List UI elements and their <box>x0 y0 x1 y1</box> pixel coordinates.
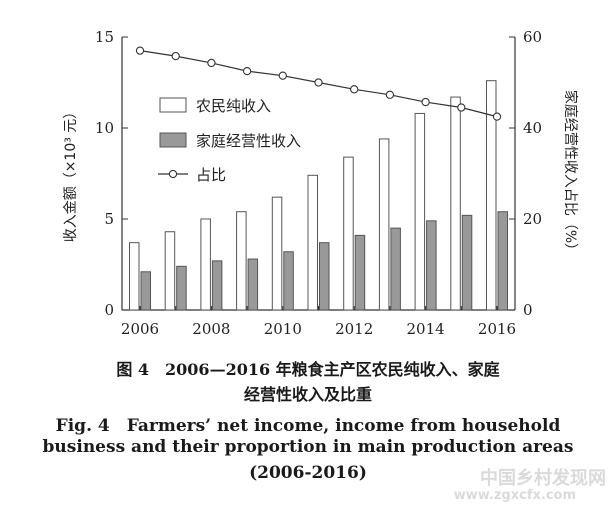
bar-household-business-income <box>140 271 151 311</box>
x-tick-label: 2008 <box>192 320 230 338</box>
bar-household-business-income <box>247 258 259 311</box>
x-tick-label: 2014 <box>407 320 445 338</box>
left-tick-label: 15 <box>95 28 114 46</box>
right-tick-label: 0 <box>523 301 533 319</box>
x-tick-label: 2016 <box>478 320 516 338</box>
bar-net-income <box>164 231 176 311</box>
watermark-logo: 中国乡村发现网 <box>480 468 606 489</box>
bar-net-income <box>129 242 140 311</box>
legend-label-net-income: 农民纯收入 <box>196 97 271 115</box>
ratio-point <box>385 90 395 99</box>
bar-net-income <box>343 156 354 311</box>
ratio-point <box>207 58 216 68</box>
caption-en-line2: business and their proportion in main pr… <box>42 437 574 457</box>
bar-household-business-income <box>426 220 437 311</box>
right-tick-label: 40 <box>523 119 542 137</box>
watermark-url: www.zgxcfx.com <box>453 488 576 503</box>
legend-label-household-business-income: 家庭经营性收入 <box>196 132 301 150</box>
ratio-line-layer <box>135 46 502 121</box>
legend-swatch-household-business-income <box>159 132 187 148</box>
chart: 0 5 10 15 0 20 40 60 2006 2008 2010 2012 2014 2016 收入金… <box>63 28 579 338</box>
caption-cn-line2: 经营性收入及比重 <box>243 385 372 404</box>
bar-household-business-income <box>354 234 366 311</box>
right-tick-label: 60 <box>523 28 542 46</box>
ratio-point <box>171 51 180 61</box>
legend-label-ratio: 占比 <box>196 166 226 184</box>
left-tick-label: 10 <box>95 119 114 137</box>
x-tick-label: 2012 <box>335 320 373 338</box>
ratio-point <box>135 46 145 55</box>
caption-cn-line1: 图 4 2006—2016 年粮食主产区农民纯收入、家庭 <box>116 360 500 379</box>
bar-household-business-income <box>497 211 508 311</box>
legend-marker-ratio <box>168 169 178 179</box>
bars-layer <box>129 80 508 311</box>
bar-net-income <box>200 218 211 311</box>
left-tick-label: 0 <box>104 301 114 319</box>
bar-net-income <box>271 196 283 311</box>
ratio-point <box>242 66 252 76</box>
bar-household-business-income <box>461 214 473 311</box>
x-tick-label: 2006 <box>121 320 159 338</box>
caption-en-line1: Fig. 4 Farmers’ net income, income from … <box>55 416 561 436</box>
bar-net-income <box>486 80 497 311</box>
legend-swatch-net-income <box>159 97 187 113</box>
bar-household-business-income <box>211 260 223 311</box>
x-tick-label: 2010 <box>264 320 302 338</box>
right-axis-title: 家庭经营性收入占比（%） <box>562 90 579 257</box>
ratio-point <box>314 78 323 87</box>
bar-net-income <box>307 174 318 311</box>
ratio-point <box>350 85 359 94</box>
left-tick-label: 5 <box>104 210 114 228</box>
ratio-point <box>278 71 287 80</box>
left-axis-title: 收入金额（×10³ 元） <box>63 105 79 243</box>
bar-household-business-income <box>390 227 401 311</box>
bar-household-business-income <box>176 265 187 311</box>
caption-en-line3: (2006-2016) <box>249 463 367 483</box>
bar-household-business-income <box>319 242 330 311</box>
axes-layer: 0 5 10 15 0 20 40 60 2006 2008 2010 2012 2014 2016 收入金… <box>63 28 579 338</box>
ratio-point <box>457 103 466 112</box>
right-tick-label: 20 <box>523 210 542 228</box>
bar-net-income <box>236 211 247 311</box>
ratio-point <box>421 97 430 107</box>
bar-net-income <box>378 138 390 311</box>
bar-net-income <box>450 96 461 311</box>
bar-household-business-income <box>283 251 294 311</box>
ratio-point <box>492 112 502 121</box>
bar-net-income <box>414 112 426 311</box>
